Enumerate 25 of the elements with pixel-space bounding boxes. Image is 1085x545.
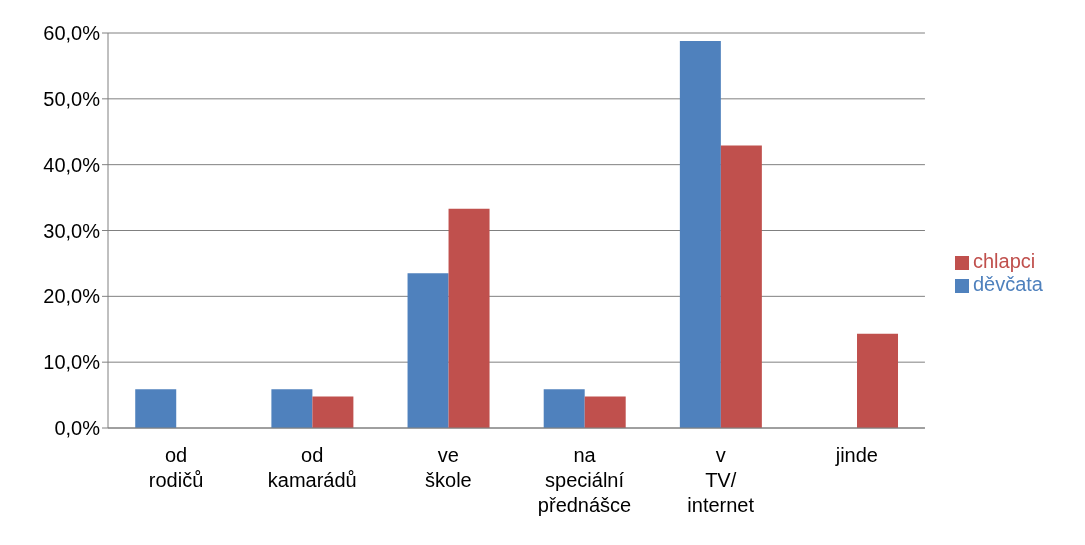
x-tick-label: na speciální přednášce (537, 444, 632, 516)
y-tick-label: 30,0% (43, 219, 101, 242)
bar (448, 208, 490, 428)
y-tick-label: 0,0% (54, 417, 101, 440)
bar (271, 389, 313, 428)
bar (543, 389, 585, 428)
bar (679, 40, 721, 428)
bar (135, 389, 177, 428)
y-tick-label: 50,0% (43, 87, 101, 110)
x-tick-label: jinde (834, 444, 878, 466)
bar (312, 396, 354, 428)
bar (584, 396, 626, 428)
x-tick-label: v TV/ internet (687, 444, 755, 516)
bar (407, 273, 449, 428)
x-tick-label: od kamarádů (267, 444, 357, 491)
y-tick-label: 20,0% (43, 285, 101, 308)
y-tick-label: 10,0% (43, 351, 101, 374)
legend-label: chlapci (972, 250, 1036, 272)
x-tick-label: ve škole (425, 444, 472, 491)
y-tick-label: 40,0% (43, 153, 101, 176)
legend-label: děvčata (972, 273, 1043, 295)
x-tick-label: od rodičů (148, 444, 204, 491)
bar (857, 333, 899, 428)
bar (720, 145, 762, 428)
y-tick-label: 60,0% (43, 22, 101, 45)
